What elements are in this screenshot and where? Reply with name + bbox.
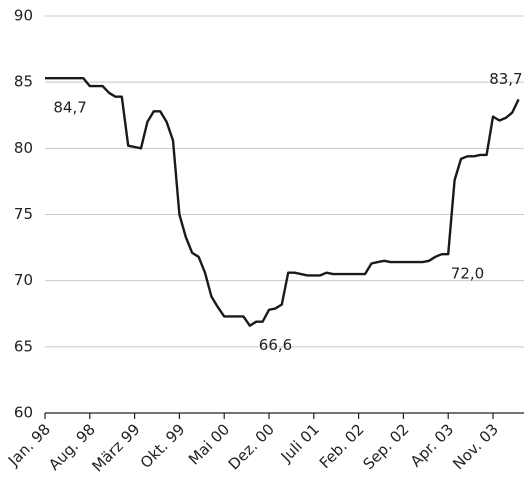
y-tick-label: 85: [14, 73, 33, 91]
x-tick-label: Sep. 02: [359, 420, 412, 473]
x-tick-label: Okt. 99: [137, 420, 189, 472]
data-label: 83,7: [489, 70, 522, 88]
x-tick-label: Nov. 03: [449, 420, 502, 473]
y-tick-label: 90: [14, 7, 33, 25]
y-tick-label: 60: [14, 404, 33, 422]
line: [45, 77, 520, 327]
x-tick-label: Feb. 02: [316, 420, 368, 472]
y-tick-label: 70: [14, 271, 33, 289]
x-tick-label: Dez. 00: [225, 420, 278, 473]
data-label: 72,0: [451, 265, 484, 283]
data-label: 84,7: [53, 99, 86, 117]
y-tick-label: 80: [14, 139, 33, 157]
x-tick-label: Apr. 03: [407, 420, 457, 470]
y-tick-label: 75: [14, 205, 33, 223]
x-tick-label: März 99: [88, 420, 143, 475]
data-label: 66,6: [259, 336, 292, 354]
y-tick-label: 65: [14, 337, 33, 355]
